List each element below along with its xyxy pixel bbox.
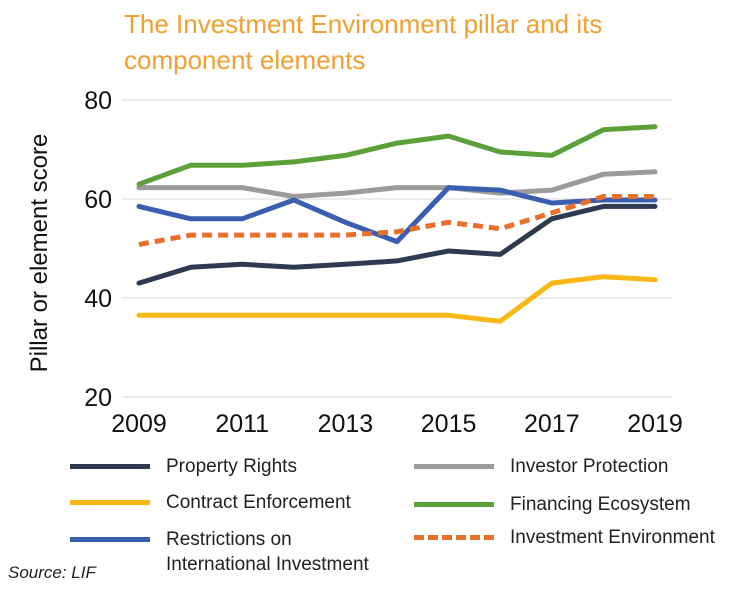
- y-tick-label: 80: [84, 87, 112, 115]
- chart-title: The Investment Environment pillar and it…: [124, 6, 724, 78]
- source-note: Source: LIF: [8, 563, 96, 582]
- chart-title-line-1: The Investment Environment pillar and it…: [124, 9, 603, 39]
- y-axis-title-text: Pillar or element score: [26, 133, 53, 373]
- series-line-investor-protection: [136, 169, 658, 199]
- y-tick-label: 40: [84, 285, 112, 313]
- x-tick-label: 2013: [318, 410, 374, 438]
- series-line-financing-ecosystem: [136, 124, 658, 187]
- chart-title-line-2: component elements: [124, 45, 366, 75]
- x-tick-label: 2015: [421, 410, 477, 438]
- x-tick-label: 2011: [215, 410, 269, 438]
- x-tick-label: 2017: [524, 410, 580, 438]
- x-tick-label: 2009: [111, 410, 167, 438]
- x-tick-label: 2019: [627, 410, 683, 438]
- y-tick-label: 20: [84, 384, 112, 412]
- series-line-contract-enforcement: [136, 274, 658, 324]
- y-tick-label: 60: [84, 186, 112, 214]
